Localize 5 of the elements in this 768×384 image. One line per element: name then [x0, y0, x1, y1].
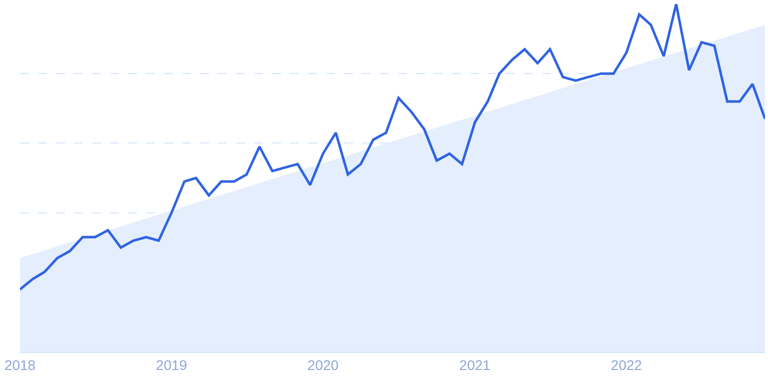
- x-tick-label: 2021: [459, 356, 491, 373]
- x-tick-label: 2020: [307, 356, 339, 373]
- x-tick-label: 2019: [156, 356, 188, 373]
- x-tick-label: 2022: [610, 356, 642, 373]
- x-tick-label: 2018: [4, 356, 36, 373]
